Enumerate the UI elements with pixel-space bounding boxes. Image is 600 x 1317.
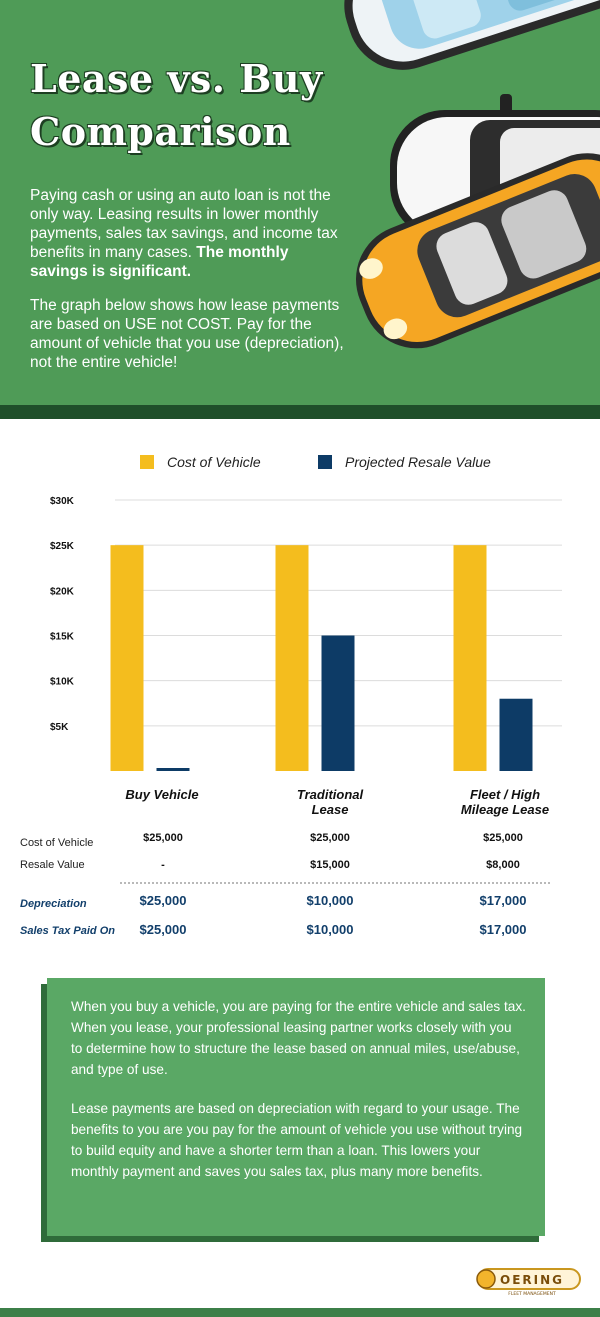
cars-illustration: [344, 0, 600, 349]
y-tick-label: $20K: [50, 586, 75, 597]
table-cell: -: [161, 859, 165, 871]
svg-text:FLEET MANAGEMENT: FLEET MANAGEMENT: [508, 1291, 556, 1296]
company-logo: OERING FLEET MANAGEMENT: [476, 1268, 581, 1296]
summary-cell: $10,000: [306, 893, 354, 908]
dotted-divider: [120, 882, 550, 884]
bar: [321, 635, 355, 771]
hero-banner: Lease vs. Buy Comparison Paying cash or …: [0, 0, 600, 410]
footer-bar: [0, 1308, 600, 1317]
legend-swatch: [140, 455, 154, 469]
table-cell: $25,000: [483, 832, 523, 844]
intro-paragraph: Paying cash or using an auto loan is not…: [30, 186, 350, 281]
intro-bold-text: The monthly savings is significant.: [30, 244, 289, 280]
page-title: Lease vs. Buy Comparison: [30, 56, 323, 154]
bar-chart: Cost of Vehicle Projected Resale Value $5K…: [50, 454, 562, 771]
y-tick-label: $25K: [50, 541, 75, 552]
summary-label-depreciation: Depreciation: [20, 898, 87, 910]
y-tick-label: $5K: [50, 722, 69, 733]
info-paragraph-2: Lease payments are based on depreciation…: [71, 1101, 523, 1179]
legend-swatch: [318, 455, 332, 469]
graph-intro-paragraph: The graph below shows how lease payments…: [30, 297, 344, 371]
bar: [110, 545, 144, 771]
row-label-cost: Cost of Vehicle: [20, 837, 94, 849]
bar: [499, 698, 533, 771]
y-tick-label: $15K: [50, 632, 75, 643]
category-label-fleet: Fleet / High Mileage Lease: [460, 787, 550, 817]
summary-cell: $10,000: [306, 922, 354, 937]
orange-car-illustration: [355, 153, 600, 349]
info-paragraph-1: When you buy a vehicle, you are paying f…: [71, 999, 526, 1077]
summary-cell: $25,000: [139, 893, 187, 908]
category-label-traditional: Traditional Lease: [296, 787, 364, 817]
blue-car-illustration: [344, 0, 600, 70]
legend-label: Projected Resale Value: [345, 454, 491, 470]
hero-border: [0, 405, 600, 419]
y-tick-label: $30K: [50, 496, 75, 507]
table-cell: $8,000: [486, 859, 520, 871]
legend-label: Cost of Vehicle: [167, 454, 261, 470]
table-cell: $25,000: [143, 832, 183, 844]
table-cell: $25,000: [310, 832, 350, 844]
summary-label-sales-tax: Sales Tax Paid On: [20, 925, 115, 937]
bar: [453, 545, 487, 771]
info-box: When you buy a vehicle, you are paying f…: [47, 978, 545, 1236]
summary-cell: $17,000: [479, 893, 527, 908]
intro-text: Paying cash or using an auto loan is not…: [30, 187, 338, 261]
row-label-resale: Resale Value: [20, 859, 85, 871]
svg-text:OERING: OERING: [500, 1273, 564, 1287]
summary-cell: $17,000: [479, 922, 527, 937]
summary-cell: $25,000: [139, 922, 187, 937]
category-label-buy: Buy Vehicle: [125, 787, 199, 802]
bar: [156, 768, 190, 771]
bar: [275, 545, 309, 771]
table-cell: $15,000: [310, 859, 350, 871]
y-tick-label: $10K: [50, 677, 75, 688]
